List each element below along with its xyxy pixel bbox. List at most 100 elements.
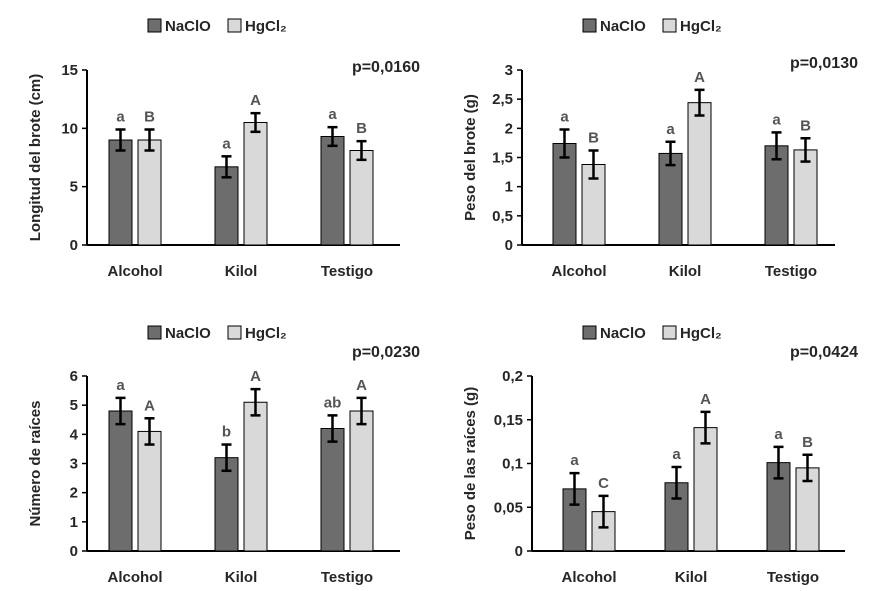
- bar-alcohol-hgcl2: [137, 139, 162, 246]
- y-tick-label: 3: [70, 456, 78, 473]
- y-tick-label: 0,2: [502, 368, 523, 385]
- bar-kilol-hgcl2: [687, 102, 712, 246]
- y-tick-label: 10: [61, 120, 78, 137]
- significance-letter: a: [672, 446, 681, 463]
- p-value: p=0,0230: [352, 344, 420, 361]
- bar-testigo-hgcl2: [349, 410, 374, 552]
- chart-panel-4: NaClO HgCl₂ p=0,0424 Peso de las raíces (g)…: [462, 325, 858, 586]
- legend-swatch-naclo: [582, 18, 597, 33]
- p-value: p=0,0424: [790, 344, 858, 361]
- y-tick-label: 0,1: [502, 456, 523, 473]
- significance-letter: B: [802, 434, 813, 451]
- bar-kilol-hgcl2: [243, 122, 268, 246]
- legend-swatch-naclo: [147, 18, 162, 33]
- category-label-alcohol: Alcohol: [108, 569, 163, 586]
- category-label-alcohol: Alcohol: [562, 569, 617, 586]
- legend-swatch-naclo: [582, 325, 597, 340]
- y-tick-label: 0,05: [494, 499, 523, 516]
- category-label-kilol: Kilol: [675, 569, 708, 586]
- y-tick-label: 1: [70, 514, 78, 531]
- y-tick-label: 1,5: [492, 150, 513, 167]
- bar-kilol-hgcl2: [693, 427, 718, 552]
- significance-letter: a: [570, 452, 579, 469]
- significance-letter: A: [144, 397, 155, 414]
- significance-letter: ab: [324, 394, 342, 411]
- y-tick-label: 4: [70, 426, 79, 443]
- y-tick-label: 1: [505, 179, 513, 196]
- category-label-testigo: Testigo: [321, 569, 373, 586]
- p-value: p=0,0160: [352, 59, 420, 76]
- y-tick-label: 0,5: [492, 208, 513, 225]
- significance-letter: a: [328, 106, 337, 123]
- chart-panel-3: NaClO HgCl₂ p=0,0230 Número de raíces 0 1 2 3 4 5…: [27, 325, 420, 586]
- category-label-kilol: Kilol: [669, 263, 702, 280]
- legend-swatch-hgcl2: [227, 18, 242, 33]
- significance-letter: a: [666, 121, 675, 138]
- legend-swatch-hgcl2: [227, 325, 242, 340]
- legend: NaClO HgCl₂: [147, 18, 287, 35]
- y-axis-label: Peso de las raíces (g): [462, 387, 479, 540]
- bar-testigo-hgcl2: [349, 150, 374, 246]
- significance-letter: b: [222, 424, 231, 441]
- category-label-testigo: Testigo: [321, 263, 373, 280]
- bar-kilol-hgcl2: [243, 401, 268, 552]
- category-label-kilol: Kilol: [225, 569, 258, 586]
- significance-letter: A: [250, 368, 261, 385]
- significance-letter: B: [588, 130, 599, 147]
- chart-panel-2: NaClO HgCl₂ p=0,0130 Peso del brote (g) 0 0,5…: [462, 18, 858, 280]
- y-tick-label: 2: [70, 485, 78, 502]
- significance-letter: A: [694, 69, 705, 86]
- legend-label-hgcl2: HgCl₂: [245, 18, 287, 35]
- significance-letter: a: [116, 377, 125, 394]
- y-axis-label: Peso del brote (g): [462, 94, 479, 221]
- significance-letter: C: [598, 475, 609, 492]
- significance-letter: B: [800, 117, 811, 134]
- significance-letter: a: [774, 426, 783, 443]
- significance-letter: a: [772, 111, 781, 128]
- y-tick-label: 15: [61, 62, 78, 79]
- significance-letter: A: [250, 92, 261, 109]
- legend-swatch-hgcl2: [662, 18, 677, 33]
- legend-label-hgcl2: HgCl₂: [680, 325, 722, 342]
- significance-letter: a: [560, 109, 569, 126]
- category-label-kilol: Kilol: [225, 263, 258, 280]
- bar-testigo-naclo: [320, 136, 345, 246]
- bar-alcohol-hgcl2: [137, 430, 162, 552]
- p-value: p=0,0130: [790, 55, 858, 72]
- y-tick-label: 5: [70, 179, 78, 196]
- category-label-alcohol: Alcohol: [552, 263, 607, 280]
- y-axis-label: Número de raíces: [27, 401, 44, 527]
- y-tick-label: 2,5: [492, 91, 513, 108]
- y-tick-label: 3: [505, 62, 513, 79]
- y-tick-label: 0: [515, 543, 523, 560]
- significance-letter: B: [356, 120, 367, 137]
- y-axis-label: Longitud del brote (cm): [27, 74, 44, 241]
- bar-testigo-naclo: [320, 428, 345, 552]
- category-label-testigo: Testigo: [767, 569, 819, 586]
- legend-label-hgcl2: HgCl₂: [245, 325, 287, 342]
- legend-label-naclo: NaClO: [600, 325, 646, 342]
- bar-testigo-naclo: [764, 145, 789, 246]
- legend: NaClO HgCl₂: [582, 18, 722, 35]
- y-tick-label: 0: [70, 237, 78, 254]
- y-tick-label: 0: [70, 543, 78, 560]
- significance-letter: a: [116, 109, 125, 126]
- category-label-testigo: Testigo: [765, 263, 817, 280]
- legend: NaClO HgCl₂: [582, 325, 722, 342]
- y-tick-label: 2: [505, 120, 513, 137]
- significance-letter: a: [222, 135, 231, 152]
- legend: NaClO HgCl₂: [147, 325, 287, 342]
- legend-label-hgcl2: HgCl₂: [680, 18, 722, 35]
- y-tick-label: 5: [70, 397, 78, 414]
- y-tick-label: 0: [505, 237, 513, 254]
- legend-swatch-hgcl2: [662, 325, 677, 340]
- significance-letter: A: [700, 391, 711, 408]
- bar-testigo-hgcl2: [793, 149, 818, 246]
- chart-panel-1: NaClO HgCl₂ p=0,0160 Longitud del brote (cm…: [27, 18, 420, 280]
- legend-label-naclo: NaClO: [165, 18, 211, 35]
- legend-label-naclo: NaClO: [600, 18, 646, 35]
- significance-letter: A: [356, 377, 367, 394]
- legend-label-naclo: NaClO: [165, 325, 211, 342]
- y-tick-label: 0,15: [494, 412, 523, 429]
